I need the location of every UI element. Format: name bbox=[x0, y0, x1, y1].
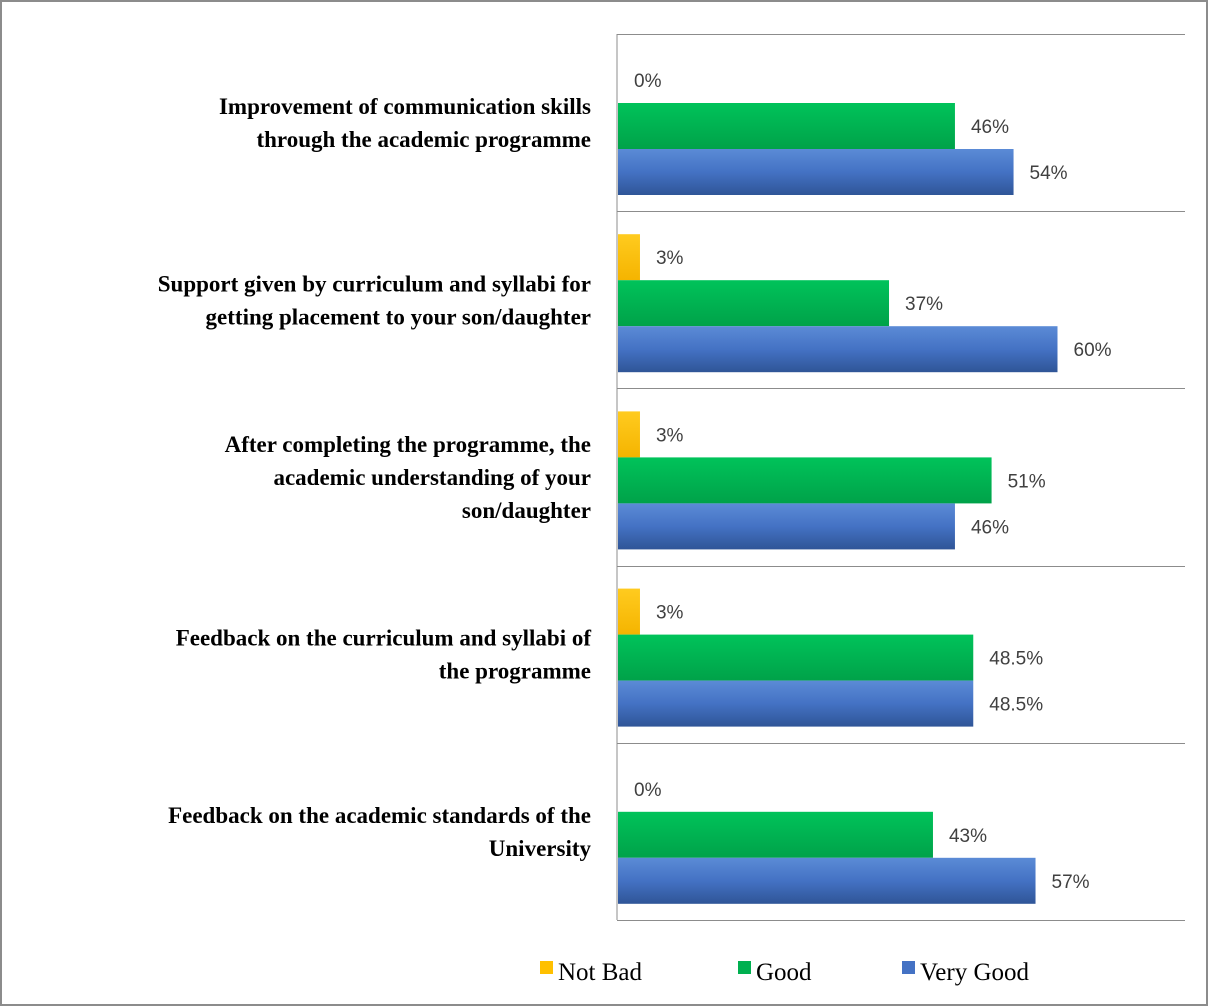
plot-area: Improvement of communication skills throu… bbox=[158, 34, 1185, 921]
data-label: 46% bbox=[971, 117, 1009, 138]
bar-very-good bbox=[618, 326, 1058, 373]
bar-very-good bbox=[618, 680, 974, 727]
legend-swatch-good bbox=[738, 961, 751, 974]
category-label-line: Feedback on the academic standards of th… bbox=[168, 803, 591, 828]
data-label: 43% bbox=[949, 826, 987, 847]
category-label: Feedback on the academic standards of th… bbox=[168, 803, 591, 861]
data-label: 0% bbox=[634, 71, 662, 92]
data-label: 48.5% bbox=[989, 695, 1043, 716]
category-label: Improvement of communication skills throu… bbox=[219, 94, 591, 152]
data-label: 46% bbox=[971, 517, 1009, 538]
category-label: Feedback on the curriculum and syllabi o… bbox=[176, 626, 592, 684]
data-label: 3% bbox=[656, 248, 684, 269]
bar-good bbox=[618, 280, 890, 327]
bar-not-bad bbox=[618, 411, 640, 458]
bar-very-good bbox=[618, 149, 1014, 195]
data-label: 3% bbox=[656, 425, 684, 446]
data-label: 51% bbox=[1008, 471, 1046, 492]
bar-good bbox=[618, 103, 955, 149]
bar-good bbox=[618, 634, 974, 681]
category-label-line: Feedback on the curriculum and syllabi o… bbox=[176, 626, 592, 651]
category-label-line: academic understanding of your bbox=[273, 465, 591, 490]
legend-label: Very Good bbox=[920, 959, 1030, 986]
data-label: 3% bbox=[656, 603, 684, 624]
legend: Not Bad Good Very Good bbox=[540, 959, 1030, 986]
data-label: 60% bbox=[1074, 340, 1112, 361]
category-label: After completing the programme, the acade… bbox=[225, 432, 591, 523]
legend-label: Not Bad bbox=[558, 959, 643, 986]
data-label: 48.5% bbox=[989, 649, 1043, 670]
category-label-line: University bbox=[489, 836, 592, 861]
category-label-line: Support given by curriculum and syllabi … bbox=[158, 271, 591, 296]
legend-swatch-not-bad bbox=[540, 961, 553, 974]
category-label-line: through the academic programme bbox=[256, 127, 591, 152]
legend-swatch-very-good bbox=[902, 961, 915, 974]
bar-not-bad bbox=[618, 234, 640, 281]
data-label: 54% bbox=[1030, 163, 1068, 184]
data-label: 0% bbox=[634, 780, 662, 801]
bar-very-good bbox=[618, 503, 955, 550]
category-label-line: getting placement to your son/daughter bbox=[206, 304, 591, 329]
bar-not-bad bbox=[618, 588, 640, 635]
bar-very-good bbox=[618, 857, 1036, 904]
category-label-line: Improvement of communication skills bbox=[219, 94, 591, 119]
data-label: 37% bbox=[905, 294, 943, 315]
category-label-line: After completing the programme, the bbox=[225, 432, 591, 457]
bar-good bbox=[618, 811, 933, 858]
category-label: Support given by curriculum and syllabi … bbox=[158, 271, 591, 329]
bar-good bbox=[618, 457, 992, 504]
category-label-line: the programme bbox=[439, 659, 591, 684]
data-label: 57% bbox=[1052, 872, 1090, 893]
legend-label: Good bbox=[756, 959, 812, 986]
category-label-line: son/daughter bbox=[462, 498, 591, 523]
